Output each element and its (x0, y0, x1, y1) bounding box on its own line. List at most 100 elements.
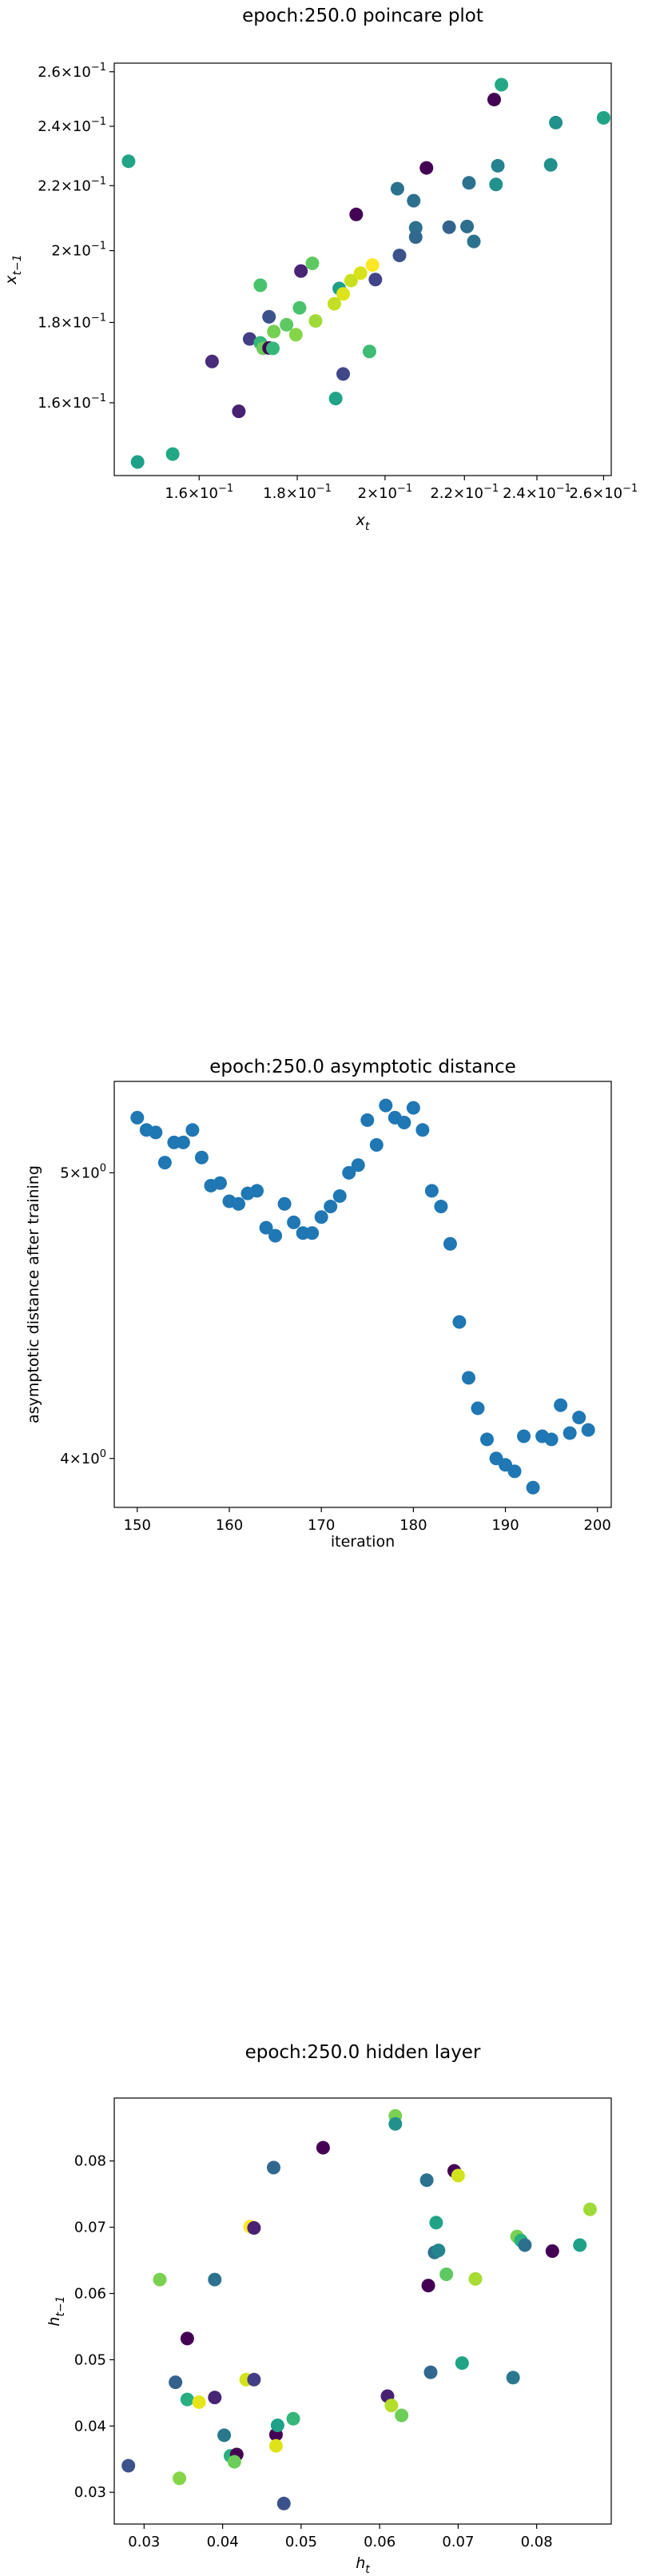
x-tick-label: 0.07 (442, 2534, 474, 2550)
data-point (262, 309, 276, 324)
data-point (379, 1098, 393, 1113)
data-point (192, 2395, 206, 2409)
data-point (213, 1176, 227, 1190)
data-point (247, 2372, 261, 2387)
x-tick-label: 2.4×10−1 (503, 483, 571, 502)
x-tick-label: 0.08 (521, 2534, 553, 2550)
data-point (173, 2471, 187, 2486)
y-axis-label: xt−1 (2, 254, 24, 285)
data-point (121, 2459, 136, 2473)
x-tick-label: 1.6×10−1 (165, 483, 233, 502)
data-point (395, 2408, 409, 2423)
data-point (208, 2391, 222, 2405)
data-point (149, 1125, 163, 1140)
x-tick-label: 1.8×10−1 (263, 483, 332, 502)
x-tick-label: 190 (491, 1517, 519, 1534)
y-tick-label: 1.6×10−1 (38, 392, 106, 412)
data-point (360, 1113, 375, 1127)
data-point (266, 2160, 280, 2175)
y-tick-label: 0.05 (74, 2351, 106, 2368)
data-point (495, 78, 509, 92)
y-tick-label: 0.04 (74, 2418, 106, 2435)
data-point (451, 2168, 465, 2183)
data-point (423, 2365, 438, 2379)
data-point (582, 2202, 597, 2216)
chart-title: epoch:250.0 poincare plot (242, 6, 483, 26)
data-point (390, 181, 404, 196)
data-point (491, 158, 505, 173)
x-tick-label: 0.04 (207, 2534, 239, 2550)
x-tick-label: 0.03 (128, 2534, 160, 2550)
data-point (349, 207, 364, 221)
data-point (460, 219, 475, 233)
data-point (253, 278, 268, 293)
data-point (267, 324, 281, 339)
data-point (549, 115, 563, 129)
data-point (287, 1215, 301, 1229)
data-point (408, 230, 423, 245)
data-point (518, 2238, 532, 2252)
data-point (452, 1315, 467, 1329)
x-tick-label: 170 (308, 1517, 335, 1534)
data-point (526, 1480, 540, 1495)
data-point (305, 257, 320, 271)
data-point (328, 392, 343, 406)
x-tick-label: 2.2×10−1 (430, 483, 499, 502)
x-tick-label: 200 (584, 1517, 611, 1534)
data-point (180, 2331, 194, 2346)
y-tick-label: 2×10−1 (51, 241, 106, 260)
data-point (442, 220, 456, 234)
y-tick-label: 2.2×10−1 (38, 175, 106, 194)
data-point (406, 1101, 420, 1115)
data-point (324, 1200, 338, 1214)
data-point (572, 1411, 586, 1425)
data-point (176, 1135, 190, 1149)
data-point (286, 2411, 300, 2426)
data-point (185, 1123, 200, 1137)
y-axis-label: asymptotic distance after training (25, 1165, 42, 1423)
data-point (268, 2439, 283, 2453)
x-axis-label: xt (356, 512, 370, 533)
x-tick-label: 0.06 (364, 2534, 396, 2550)
data-point (259, 1220, 273, 1235)
data-point (242, 332, 256, 346)
data-point (270, 2418, 284, 2432)
x-tick-label: 150 (124, 1517, 151, 1534)
data-point (517, 1429, 531, 1443)
data-point (362, 344, 376, 359)
data-point (153, 2272, 167, 2287)
data-point (487, 93, 501, 107)
data-point (365, 258, 380, 273)
data-point (439, 2267, 454, 2281)
data-point (489, 177, 503, 192)
x-axis-label: iteration (331, 1533, 395, 1551)
data-point (462, 176, 476, 190)
data-point (194, 1150, 209, 1165)
data-point (169, 2375, 183, 2390)
data-point (573, 2238, 587, 2252)
data-point (208, 2272, 222, 2287)
x-tick-label: 0.05 (285, 2534, 317, 2550)
y-tick-label: 0.03 (74, 2484, 106, 2501)
data-point (327, 297, 341, 311)
data-point (157, 1156, 172, 1170)
x-tick-label: 2.6×10−1 (570, 483, 638, 502)
data-point (247, 2220, 261, 2235)
data-point (384, 2399, 399, 2413)
data-point (232, 404, 246, 419)
data-point (294, 264, 308, 278)
data-point (336, 287, 351, 301)
data-point (336, 367, 351, 381)
data-point (351, 1158, 365, 1173)
data-point (543, 157, 558, 172)
x-tick-label: 2×10−1 (358, 483, 413, 502)
plot-frame (113, 2097, 612, 2525)
plot-frame (113, 62, 612, 476)
x-axis-label: ht (356, 2554, 370, 2576)
data-point (180, 2392, 194, 2407)
data-point (461, 1371, 475, 1385)
data-point (480, 1432, 494, 1447)
data-point (353, 266, 368, 281)
data-point (419, 161, 434, 175)
